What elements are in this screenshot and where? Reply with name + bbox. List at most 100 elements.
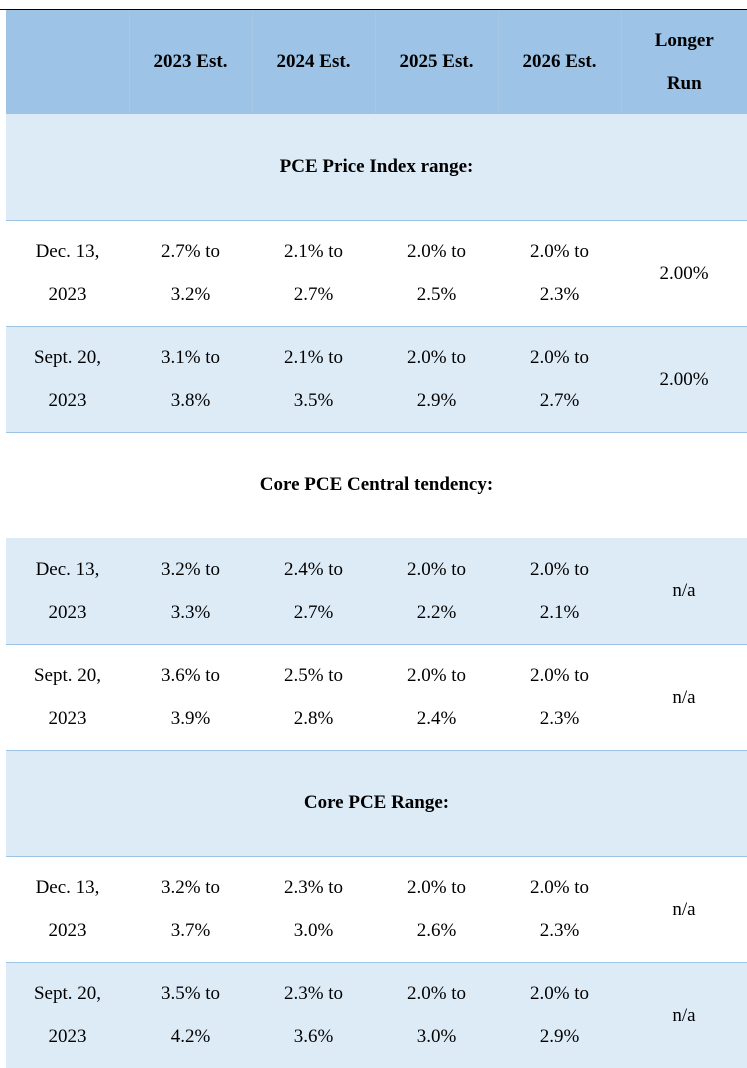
cell-2023-line-1: 3.1% to [160,347,221,368]
cell-2025-line-1: 2.0% to [406,347,467,368]
cell-2024-line-1: 2.3% to [283,877,344,898]
cell-2026-line-2: 2.1% [539,601,580,623]
header-longer-line-1: Longer [654,30,714,51]
header-2026: 2026 Est. [498,10,622,114]
cell-2026-line-1: 2.0% to [529,983,590,1005]
cell-2024-line-1: 2.4% to [283,558,344,580]
section-title: Core PCE Central tendency: [259,474,494,496]
cell-2024: 2.3% to 3.0% [252,855,375,962]
cell-2024-line-2: 2.7% [293,601,334,623]
cell-longer-run: n/a [621,644,747,751]
row-date: Sept. 20, 2023 [6,325,129,433]
cell-2026-line-2: 2.3% [539,920,580,941]
section-row-pce-price-index: PCE Price Index range: [6,114,747,220]
cell-2024-line-2: 3.6% [293,1026,334,1048]
cell-2024-line-1: 2.1% to [283,347,344,368]
date-line-1: Sept. 20, [33,665,102,686]
section-row-core-pce-central-tendency: Core PCE Central tendency: [6,432,747,538]
cell-2023-line-1: 2.7% to [160,241,221,262]
cell-2023-line-1: 3.2% to [160,877,221,898]
header-2024: 2024 Est. [252,10,376,114]
date-line-1: Dec. 13, [35,877,100,898]
cell-2025-line-1: 2.0% to [406,558,467,580]
cell-2026-line-1: 2.0% to [529,665,590,686]
cell-2024-line-2: 2.7% [293,284,334,305]
table-row: Dec. 13, 2023 3.2% to 3.7% 2.3% to 3.0% 2.0… [6,855,747,962]
row-date: Sept. 20, 2023 [6,961,129,1068]
row-date: Dec. 13, 2023 [6,219,129,326]
row-date: Dec. 13, 2023 [6,855,129,962]
section-row-core-pce-range: Core PCE Range: [6,750,747,856]
cell-2025-line-2: 3.0% [416,1026,457,1048]
cell-2024-line-1: 2.1% to [283,241,344,262]
cell-2026-line-1: 2.0% to [529,241,590,262]
date-line-2: 2023 [48,390,87,411]
cell-2025: 2.0% to 2.6% [375,855,498,962]
cell-longer-run: n/a [621,961,747,1068]
cell-2023: 2.7% to 3.2% [129,219,252,326]
header-blank [6,10,130,114]
cell-2024-line-2: 3.0% [293,920,334,941]
cell-2023-line-1: 3.6% to [160,665,221,686]
cell-2026: 2.0% to 2.3% [498,219,621,326]
cell-2024: 2.5% to 2.8% [252,644,375,751]
cell-2023-line-2: 3.7% [170,920,211,941]
cell-longer-run: n/a [621,855,747,962]
cell-2024: 2.3% to 3.6% [252,961,375,1068]
cell-2023: 3.1% to 3.8% [129,325,252,433]
cell-2025-line-1: 2.0% to [406,665,467,686]
section-title: Core PCE Range: [303,792,450,813]
header-longer-line-2: Run [666,73,702,94]
cell-2023: 3.5% to 4.2% [129,961,252,1068]
cell-2026: 2.0% to 2.7% [498,325,621,433]
date-line-2: 2023 [48,1026,87,1048]
cell-longer-run: 2.00% [621,325,747,433]
cell-2025-line-1: 2.0% to [406,983,467,1005]
table-row: Sept. 20, 2023 3.1% to 3.8% 2.1% to 3.5% 2.… [6,325,747,433]
cell-2023-line-2: 3.3% [170,601,211,623]
header-row: 2023 Est. 2024 Est. 2025 Est. 2026 Est. … [6,10,747,114]
row-date: Sept. 20, 2023 [6,644,129,751]
date-line-2: 2023 [48,601,87,623]
cell-2023: 3.2% to 3.7% [129,855,252,962]
cell-longer-run: n/a [621,538,747,645]
cell-2025-line-2: 2.4% [416,708,457,729]
cell-2023-line-1: 3.5% to [160,983,221,1005]
cell-2024: 2.1% to 2.7% [252,219,375,326]
cell-2025-line-1: 2.0% to [406,241,467,262]
date-line-1: Dec. 13, [35,558,100,580]
cell-2025-line-2: 2.9% [416,390,457,411]
date-line-1: Sept. 20, [33,983,102,1005]
cell-2023-line-1: 3.2% to [160,558,221,580]
cell-2024: 2.4% to 2.7% [252,538,375,645]
header-2023: 2023 Est. [129,10,253,114]
cell-2026: 2.0% to 2.1% [498,538,621,645]
cell-2026-line-1: 2.0% to [529,558,590,580]
cell-2026: 2.0% to 2.3% [498,644,621,751]
date-line-2: 2023 [48,920,87,941]
table-row: Sept. 20, 2023 3.6% to 3.9% 2.5% to 2.8% 2.… [6,644,747,751]
cell-2025: 2.0% to 2.2% [375,538,498,645]
table-row: Dec. 13, 2023 3.2% to 3.3% 2.4% to 2.7% 2.0… [6,538,747,645]
cell-2025-line-2: 2.2% [416,601,457,623]
cell-2026-line-2: 2.7% [539,390,580,411]
cell-2026-line-1: 2.0% to [529,877,590,898]
cell-2023-line-2: 3.2% [170,284,211,305]
table-row: Dec. 13, 2023 2.7% to 3.2% 2.1% to 2.7% 2.0… [6,219,747,326]
section-title: PCE Price Index range: [279,155,474,177]
cell-2024-line-1: 2.5% to [283,665,344,686]
cell-2026-line-2: 2.9% [539,1026,580,1048]
cell-2023-line-2: 3.8% [170,390,211,411]
cell-2025: 2.0% to 2.4% [375,644,498,751]
cell-2026-line-1: 2.0% to [529,347,590,368]
cell-2025-line-2: 2.6% [416,920,457,941]
header-longer-run: Longer Run [621,10,747,114]
cell-2024-line-1: 2.3% to [283,983,344,1005]
row-date: Dec. 13, 2023 [6,538,129,645]
cell-2023-line-2: 4.2% [170,1026,211,1048]
cell-2025: 2.0% to 2.5% [375,219,498,326]
cell-2025: 2.0% to 2.9% [375,325,498,433]
cell-2023: 3.6% to 3.9% [129,644,252,751]
cell-2024-line-2: 2.8% [293,708,334,729]
date-line-1: Sept. 20, [33,347,102,368]
